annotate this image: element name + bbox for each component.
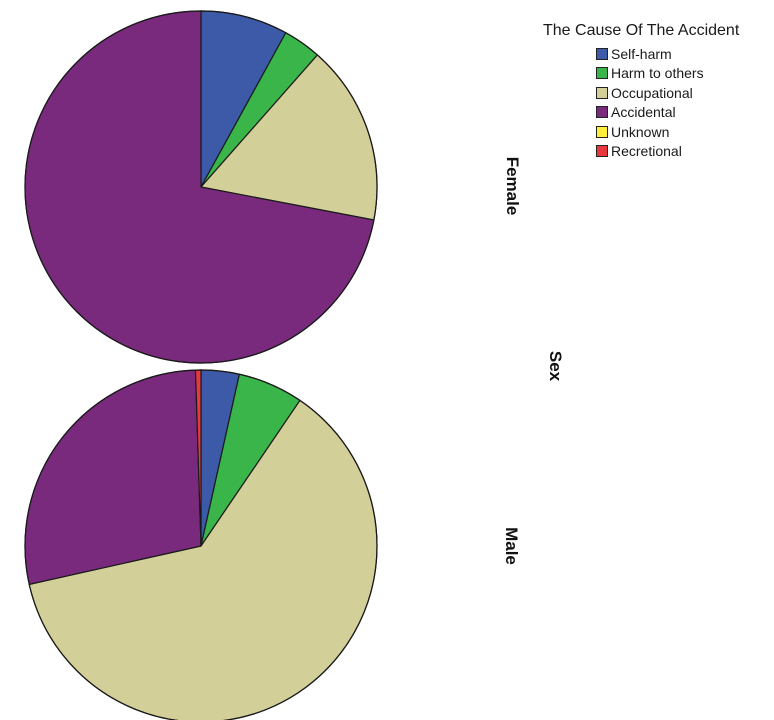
legend-swatch <box>596 125 608 138</box>
legend-swatch <box>596 47 608 60</box>
legend-list: Self-harm Harm to others Occupational Accid… <box>596 44 739 161</box>
panel-label-male: Male <box>502 527 521 565</box>
legend-label: Self-harm <box>611 45 672 62</box>
legend-swatch <box>596 106 608 119</box>
legend: The Cause Of The Accident Self-harm Harm … <box>543 22 739 161</box>
facet-axis-label: Sex <box>546 350 565 382</box>
pie-male <box>24 369 378 720</box>
legend-item: Unknown <box>596 122 739 142</box>
pie-female <box>24 10 378 364</box>
legend-item: Occupational <box>596 83 739 103</box>
legend-item: Recretional <box>596 142 739 162</box>
legend-label: Accidental <box>611 104 676 121</box>
legend-swatch <box>596 67 608 80</box>
legend-swatch <box>596 145 608 158</box>
legend-label: Harm to others <box>611 65 704 82</box>
panel-label-female: Female <box>503 156 522 216</box>
legend-item: Self-harm <box>596 44 739 64</box>
legend-swatch <box>596 86 608 99</box>
legend-label: Unknown <box>611 123 670 140</box>
legend-item: Harm to others <box>596 64 739 84</box>
pie-slice-accidental <box>24 369 202 585</box>
pie-outline <box>24 10 378 364</box>
pie-outline <box>24 369 378 720</box>
legend-label: Recretional <box>611 143 682 160</box>
legend-item: Accidental <box>596 103 739 123</box>
legend-title: The Cause Of The Accident <box>543 22 740 39</box>
legend-label: Occupational <box>611 84 693 101</box>
